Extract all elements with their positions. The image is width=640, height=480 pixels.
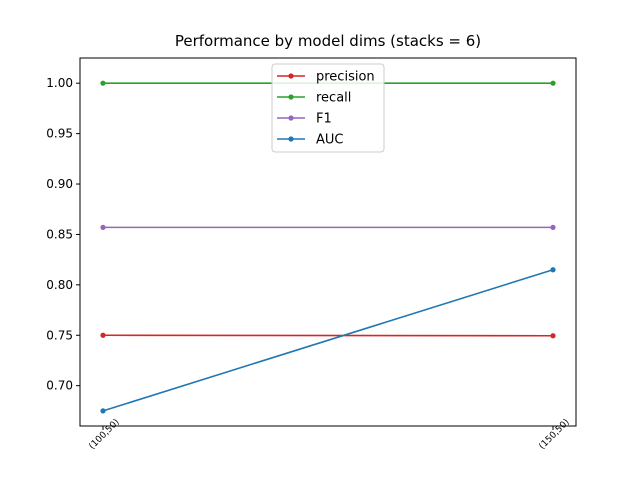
data-point-auc-0 <box>100 408 106 414</box>
legend-box <box>271 63 385 153</box>
y-tick-label: 0.95 <box>46 127 73 141</box>
series-line-precision <box>102 334 554 337</box>
data-point-precision-0 <box>100 332 106 338</box>
legend-swatch-marker <box>288 73 294 79</box>
y-tick-label: 0.85 <box>46 227 73 241</box>
data-point-f1-1 <box>550 224 556 230</box>
series-line-auc <box>102 268 554 412</box>
legend-swatch-marker <box>288 94 294 100</box>
legend-swatch-marker <box>288 115 294 121</box>
legend: precision recall F1 AUC <box>271 63 385 153</box>
data-point-recall-1 <box>550 80 556 86</box>
y-tick-label: 0.70 <box>46 379 73 393</box>
data-point-recall-0 <box>100 80 106 86</box>
y-tick-label: 0.90 <box>46 177 73 191</box>
legend-label-f1: F1 <box>316 112 332 127</box>
x-tick-label: (100,50) <box>87 417 121 451</box>
data-point-auc-1 <box>550 267 556 273</box>
data-point-f1-0 <box>100 224 106 230</box>
legend-label-auc: AUC <box>316 133 344 148</box>
legend-label-precision: precision <box>316 70 375 85</box>
plot-frame <box>79 57 577 427</box>
y-tick-label: 0.80 <box>46 278 73 292</box>
legend-label-recall: recall <box>316 91 351 106</box>
x-tick-label: (150,50) <box>537 417 571 451</box>
data-point-precision-1 <box>550 333 556 339</box>
legend-swatch-marker <box>288 136 294 142</box>
y-tick-label: 1.00 <box>46 76 73 90</box>
chart-title: Performance by model dims (stacks = 6) <box>174 32 482 50</box>
y-tick-label: 0.75 <box>46 328 73 342</box>
